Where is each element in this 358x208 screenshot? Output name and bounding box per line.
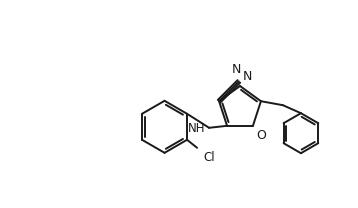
Text: N: N — [243, 70, 252, 83]
Text: O: O — [256, 129, 266, 142]
Text: NH: NH — [188, 122, 205, 135]
Text: N: N — [232, 63, 242, 76]
Text: Cl: Cl — [203, 151, 215, 164]
